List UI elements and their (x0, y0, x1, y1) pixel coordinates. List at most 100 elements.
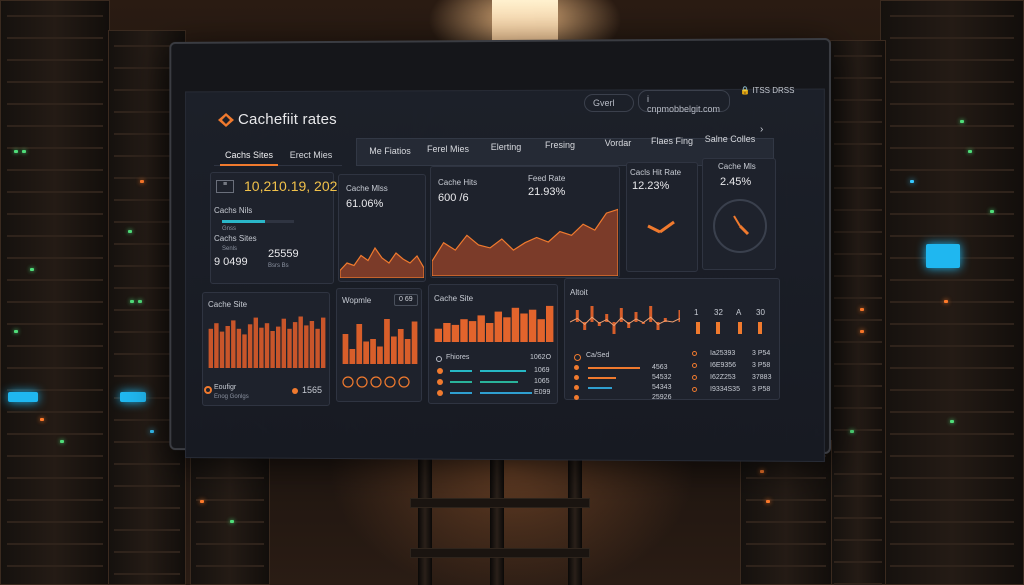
hit-rate-value: 12.23% (632, 180, 669, 192)
rack-slot (834, 143, 882, 145)
bar (478, 315, 485, 342)
right-row-label: I9334S35 (710, 386, 740, 393)
bar (512, 308, 519, 342)
rack-slot (834, 55, 882, 57)
rack-slot (834, 561, 882, 563)
top-tab-1[interactable]: Ferel Mies (420, 140, 476, 158)
rack-slot (890, 367, 1015, 369)
summary-label-b: Cachs Sites (214, 234, 257, 243)
top-tab-5[interactable]: Flaes Fing (644, 132, 700, 150)
axis-mark (738, 322, 742, 334)
top-tab-6[interactable]: Salne Colles (702, 130, 758, 148)
chevron-right-icon[interactable]: › (760, 124, 763, 135)
top-tab-4[interactable]: Vordar (590, 134, 646, 152)
rack-slot (7, 147, 102, 149)
wopmle-badge[interactable]: 0 69 (394, 294, 418, 306)
top-tab-0[interactable]: Me Fiatios (362, 142, 418, 160)
bar (209, 329, 213, 368)
row-dot (437, 379, 443, 385)
row-value: 1065 (534, 378, 550, 385)
rack-slot (7, 191, 102, 193)
bar (321, 318, 325, 368)
bar (384, 319, 390, 364)
rack-slot (114, 529, 181, 531)
rack-led (230, 520, 234, 523)
rack-slot (746, 499, 825, 501)
altoit-list-label: Ca/Sed (586, 352, 609, 359)
lock-icon: 🔒 (740, 86, 750, 95)
rack-slot (890, 81, 1015, 83)
rack-led (60, 440, 64, 443)
bar (237, 329, 241, 368)
summary-tiny-c: Senls (222, 246, 237, 252)
top-tab-2[interactable]: Elerting (478, 138, 534, 156)
bar (356, 324, 362, 364)
header-pill-label: Gverl (593, 98, 615, 108)
rack-slot (890, 301, 1015, 303)
rack-slot (834, 495, 882, 497)
bar (435, 329, 442, 342)
bar (299, 317, 303, 369)
header-box-label: ITSS DRSS (752, 86, 794, 95)
left-tab-0[interactable]: Cachs Sites (220, 146, 278, 166)
rack-slot (7, 257, 102, 259)
rack-slot (114, 463, 181, 465)
bar (398, 329, 404, 364)
top-tab-3[interactable]: Fresing (532, 136, 588, 154)
mid-row-value: 4563 (652, 364, 668, 371)
bar (231, 320, 235, 368)
summary-num-left: 9 0499 (214, 256, 248, 268)
bar (287, 329, 291, 368)
rack-led (860, 308, 864, 311)
rack-slot (890, 125, 1015, 127)
rack-slot (7, 367, 102, 369)
rack-slot (7, 323, 102, 325)
rack-led (960, 120, 964, 123)
axis-label: 30 (756, 308, 765, 317)
rack-slot (7, 389, 102, 391)
bar (469, 321, 476, 342)
rack-led (990, 210, 994, 213)
bar (520, 314, 527, 343)
rack-slot (890, 191, 1015, 193)
server-rack-right (880, 0, 1024, 585)
rack-slot (7, 279, 102, 281)
server-rack-right-2 (830, 40, 886, 585)
row-dot (437, 368, 443, 374)
summary-slider[interactable] (222, 220, 294, 223)
right-row-dot (692, 375, 697, 380)
mid-row-bar (588, 377, 616, 379)
rack-slot (834, 121, 882, 123)
rack-slot (7, 543, 102, 545)
rack-slot (834, 99, 882, 101)
row-bar-b (480, 392, 532, 394)
altoit-wave-chart (570, 302, 680, 342)
rack-slot (890, 279, 1015, 281)
server-rack-left (0, 0, 110, 585)
rack-slot (7, 455, 102, 457)
rack-slot (7, 565, 102, 567)
bar (495, 312, 502, 342)
rack-led (950, 420, 954, 423)
header-lock[interactable]: 🔒 ITSS DRSS (740, 86, 794, 96)
rack-display-left (8, 392, 38, 402)
mid-row-value: 54532 (652, 374, 671, 381)
left-tab-1[interactable]: Erect Mies (282, 146, 340, 164)
rack-slot (7, 345, 102, 347)
summary-label-a: Cachs Nils (214, 206, 252, 215)
bar (226, 326, 230, 368)
bar (270, 331, 274, 368)
rack-slot (834, 539, 882, 541)
header-contact[interactable]: i cnpmobbelgit.com (638, 90, 730, 112)
rack-led (910, 180, 914, 183)
rack-slot (7, 235, 102, 237)
row-bar-b (480, 381, 518, 383)
bar (412, 322, 418, 365)
rack-led (14, 150, 18, 153)
header-pill[interactable]: Gverl (584, 94, 634, 112)
rack-slot (196, 477, 265, 479)
right-row-dot (692, 351, 697, 356)
rack-led (860, 330, 864, 333)
rack-slot (890, 169, 1015, 171)
hit-rate-label: Cacls Hit Rate (630, 168, 681, 177)
